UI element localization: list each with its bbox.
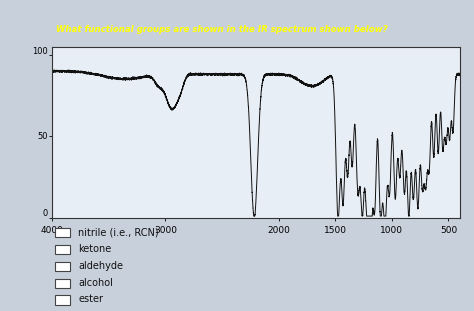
- Bar: [55, 295, 70, 304]
- Bar: [55, 262, 70, 271]
- Bar: [55, 228, 70, 237]
- Text: 100: 100: [32, 47, 48, 56]
- Text: aldehyde: aldehyde: [78, 261, 123, 271]
- Text: 50: 50: [37, 132, 48, 141]
- Bar: [55, 245, 70, 254]
- Text: alcohol: alcohol: [78, 278, 113, 288]
- Bar: [55, 279, 70, 288]
- Text: ketone: ketone: [78, 244, 111, 254]
- Text: 0: 0: [43, 209, 48, 218]
- Text: ester: ester: [78, 295, 103, 304]
- Text: nitrile (i.e., RCN): nitrile (i.e., RCN): [78, 227, 159, 237]
- Text: What functional groups are shown in the IR spectrum shown below?: What functional groups are shown in the …: [56, 25, 388, 34]
